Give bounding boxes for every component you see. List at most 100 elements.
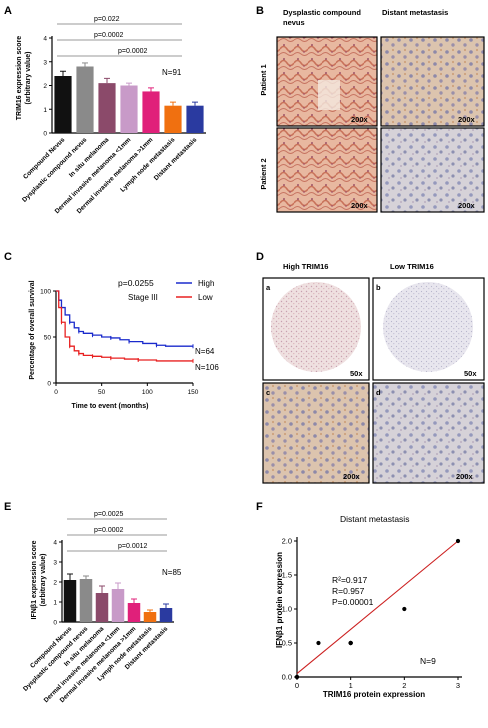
xlabel-c: Time to event (months) [72, 403, 149, 410]
n-low-c: N=106 [195, 363, 219, 372]
e-ytick-label: 3 [53, 560, 57, 567]
e-bar [143, 612, 157, 622]
panel-label-d: D [256, 251, 264, 263]
regression-line [296, 540, 459, 675]
title-f: Distant metastasis [340, 514, 409, 524]
row-label-b-1: Patient 1 [259, 64, 268, 95]
e-ytick-label: 2 [53, 580, 57, 587]
micrograph-b-2: 200x [380, 36, 485, 127]
f-ytick-label: 0.5 [282, 639, 292, 648]
col-header-b-1: Dysplastic compound [283, 8, 361, 17]
mag-b-1: 200x [351, 115, 369, 124]
scatter-point [316, 640, 321, 646]
pvalue-c: p=0.0255 [118, 278, 154, 288]
scatter-point [402, 606, 407, 612]
a-bar [76, 66, 94, 133]
a-ytick-label: 4 [43, 36, 47, 43]
survival-chart-c: 0 50 100 0 50 100 150 [40, 289, 199, 397]
mag-d-a: 50x [350, 369, 363, 378]
c-xtick-label: 50 [98, 389, 106, 396]
ylabel-c: Percentage of overall survival [29, 280, 36, 379]
scatter-chart-f: 0.0 0.5 1.0 1.5 2.0 0 1 2 3 [282, 537, 462, 690]
stat-f-2: R=0.957 [332, 586, 365, 596]
survival-line-low [56, 290, 193, 362]
micrograph-d-b: b 50x [372, 277, 485, 381]
f-xtick-label: 0 [295, 681, 299, 690]
a-bar [164, 105, 182, 133]
a-ytick-label: 1 [43, 107, 47, 114]
f-xtick-label: 2 [402, 681, 406, 690]
stat-f-3: P=0.00001 [332, 597, 374, 607]
e-ytick-label: 1 [53, 600, 57, 607]
ylabel-f: IFNβ1 protein expression [275, 552, 284, 648]
pvalue-a-3: p=0.0002 [118, 48, 147, 55]
legend-low: Low [198, 293, 213, 302]
e-bar [63, 580, 77, 622]
a-bar [98, 83, 116, 133]
micrograph-d-a: a 50x [262, 277, 370, 381]
e-bar [127, 603, 141, 622]
n-label-e: N=85 [162, 568, 182, 577]
n-high-c: N=64 [195, 347, 215, 356]
row-label-b-2: Patient 2 [259, 158, 268, 189]
f-ytick-label: 2.0 [282, 537, 292, 546]
n-label-f: N=9 [420, 656, 436, 666]
panel-label-a: A [4, 5, 12, 17]
f-ytick-label: 1.0 [282, 605, 292, 614]
pvalue-e-1: p=0.0025 [94, 511, 123, 518]
scatter-point [294, 674, 300, 680]
c-xtick-label: 100 [142, 389, 153, 396]
panel-label-b: B [256, 5, 264, 17]
e-bar [111, 589, 125, 622]
pvalue-a-1: p=0.022 [94, 16, 120, 23]
col-header-d-1: High TRIM16 [283, 262, 328, 271]
f-xtick-label: 1 [349, 681, 353, 690]
col-header-b-1b: nevus [283, 18, 305, 27]
micrograph-d-d: d 200x [372, 382, 485, 484]
a-category-label: Compound Nevus [22, 136, 67, 181]
a-category-label: Distant metastasis [153, 136, 199, 182]
c-ytick-label: 100 [40, 289, 51, 296]
e-bar [95, 593, 109, 622]
col-header-d-2: Low TRIM16 [390, 262, 434, 271]
mag-b-4: 200x [458, 201, 476, 210]
ylabel-a: TRIM16 expression score [16, 36, 23, 121]
e-bar [159, 608, 173, 622]
e-ytick-label: 4 [53, 540, 57, 547]
micrograph-b-4: 200x [380, 127, 485, 213]
a-bar [142, 91, 160, 133]
a-bar [186, 105, 204, 133]
col-header-b-2: Distant metastasis [382, 8, 448, 17]
tissue-core-low [383, 282, 473, 372]
mag-d-b: 50x [464, 369, 477, 378]
scatter-point [348, 640, 353, 646]
scatter-point [455, 538, 461, 544]
micrograph-d-c: c 200x [262, 382, 370, 484]
mag-b-2: 200x [458, 115, 476, 124]
stat-f-1: R²=0.917 [332, 575, 367, 585]
panel-label-c: C [4, 251, 12, 263]
e-bar [79, 579, 93, 622]
pvalue-e-2: p=0.0002 [94, 527, 123, 534]
a-ytick-label: 2 [43, 83, 47, 90]
c-xtick-label: 150 [188, 389, 199, 396]
sublabel-d-b: b [376, 283, 381, 292]
e-ytick-label: 0 [53, 620, 57, 627]
panel-label-e: E [4, 501, 11, 513]
micrograph-b-3: 200x [276, 127, 378, 213]
a-bar [120, 85, 138, 133]
f-ytick-label: 1.5 [282, 571, 292, 580]
sublabel-d-a: a [266, 283, 271, 292]
pvalue-a-2: p=0.0002 [94, 32, 123, 39]
ylabel-e-2: (arbitrary value) [40, 554, 47, 607]
mag-b-3: 200x [351, 201, 369, 210]
c-xtick-label: 0 [54, 389, 58, 396]
c-ytick-label: 0 [47, 381, 51, 388]
xlabel-f: TRIM16 protein expression [323, 690, 425, 699]
legend-high: High [198, 279, 214, 288]
mag-d-d: 200x [456, 472, 474, 481]
n-label-a: N=91 [162, 68, 182, 77]
survival-line-high [56, 290, 193, 347]
